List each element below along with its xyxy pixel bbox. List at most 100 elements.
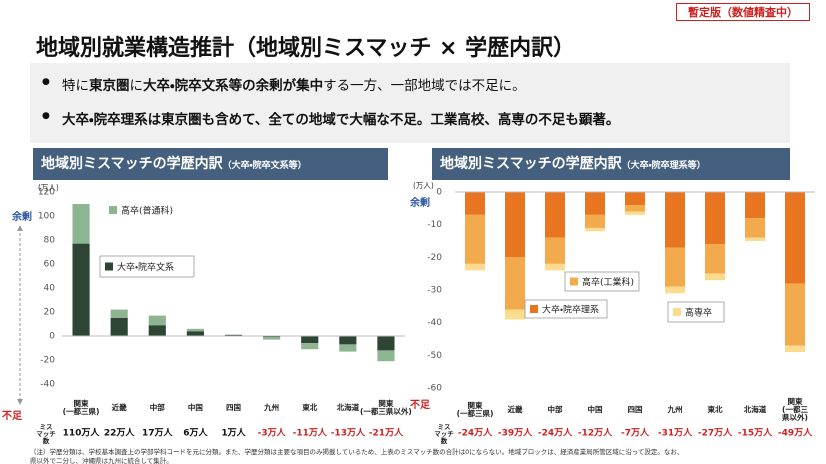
x-tick-label: 北海道 [743,405,767,415]
legend-swatch [109,206,117,214]
x-tick-label: 九州 [667,405,683,415]
bar-segment [148,325,166,336]
y-tick-label: -30 [427,286,442,296]
mismatch-value: -39万人 [497,428,533,439]
bar-segment [263,337,281,340]
mismatch-value: -11万人 [292,428,327,439]
bullet-text: 大卒・院卒理系は東京圏も含めて、全ての地域で大幅な不足。工業高校、高専の不足も顕… [62,112,619,128]
bar-segment [705,273,725,281]
bullet: 大卒・院卒理系は東京圏も含めて、全ての地域で大幅な不足。工業高校、高専の不足も顕… [42,108,619,128]
y-tick-label: -40 [427,318,442,328]
bar-segment [665,286,685,294]
bar-segment [465,263,485,271]
legend-swatch [530,305,538,313]
bar-segment [339,344,357,352]
legend-label: 高卒(工業科) [582,276,634,288]
bar-segment [339,336,357,345]
bar-segment [545,263,565,271]
bar-segment [745,218,765,238]
bar-segment [186,328,204,332]
x-tick-label: 北海道 [336,403,360,413]
bar-segment [301,343,319,350]
legend-box [564,271,640,292]
bullet: 特に東京圏に大卒・院卒文系等の余剰が集中する一方、一部地域では不足に。 [42,74,526,94]
y-tick-label: 0 [436,188,442,198]
chart-header: 地域別ミスマッチの学歴内訳（大卒・院卒文系等） [33,148,388,180]
y-tick-label: 80 [44,236,56,246]
bar-segment [224,334,243,336]
x-tick-label: 四国 [627,405,643,415]
text-run: 東京圏 [89,78,130,94]
bar-segment [465,192,485,215]
mismatch-value: -27万人 [697,428,733,439]
mismatch-value: 17万人 [142,428,173,439]
y-tick-label: -20 [427,253,442,263]
bar-segment [545,192,565,238]
chart-title: 地域別ミスマッチの学歴内訳 [41,156,223,172]
mismatch-value: -7万人 [621,428,649,439]
text-run: 大卒・院卒文系等の余剰が集中 [143,78,324,94]
bar-segment [705,192,725,245]
text-run: に [129,78,144,94]
y-tick-label: -40 [40,380,55,390]
bar-segment [263,336,281,338]
mismatch-value: -13万人 [330,428,365,439]
draft-badge: 暫定版（数値精査中） [676,3,810,21]
bar-segment [110,309,128,318]
bar-segment [110,318,128,336]
x-tick-label: 近畿 [507,405,523,415]
slide-title: 地域別就業構造推計（地域別ミスマッチ × 学歴内訳） [36,36,576,61]
y-tick-label: 40 [44,284,56,294]
bar-segment [465,214,485,264]
bullet-text: 特に東京圏に大卒・院卒文系等の余剰が集中する一方、一部地域では不足に。 [62,78,526,94]
mismatch-value: -49万人 [777,428,813,439]
y-unit: (万人) [413,181,434,190]
bar-segment [665,192,685,248]
x-tick-label: 中国 [187,403,203,413]
mismatch-value: -31万人 [657,428,693,439]
bar-segment [585,227,605,232]
bar-segment [148,315,166,326]
y-tick-label: 120 [38,188,55,198]
y-unit: (万人) [38,183,59,192]
legend-box [667,301,725,323]
y-tick-label: -60 [427,384,442,394]
chart-subtitle: （大卒・院卒理系等） [621,161,706,171]
legend-box [524,299,608,319]
shortage-label: 不足 [2,410,23,422]
bar-segment [785,345,805,353]
y-tick-label: -20 [40,356,55,366]
mismatch-value: -15万人 [737,428,773,439]
legend-swatch [105,262,113,271]
y-tick-label: 60 [44,260,56,270]
legend-label: 大卒・院卒文系 [117,261,174,273]
chart-subtitle: （大卒・院卒文系等） [222,161,307,171]
mismatch-value: 22万人 [103,428,135,439]
mismatch-row-label: ミス マッチ 数 [36,422,56,445]
x-tick-label: 九州 [264,403,280,413]
text-run: 大卒・院卒理系は東京圏も含めて、全ての地域で大幅な不足。工業高校、高専の不足も顕… [62,112,620,128]
mismatch-row-label: ミス マッチ 数 [434,422,454,445]
x-tick-label: 中部 [149,403,165,413]
surplus-label: 余剰 [12,210,32,223]
mismatch-value: 110万人 [62,428,100,439]
bar-segment [625,205,645,212]
y-tick-label: 0 [49,332,55,342]
mismatch-value: -21万人 [368,428,404,439]
x-tick-label: 中国 [587,405,603,415]
bar-segment [745,192,765,219]
chart-header: 地域別ミスマッチの学歴内訳（大卒・院卒理系等） [432,148,790,180]
bar-segment [72,204,90,244]
bar-segment [505,192,525,258]
y-tick-label: -10 [427,220,442,230]
bar-segment [377,350,395,362]
footnote: （注）学歴分類は、学校基本調査上の学部学科コードを元に分類。また、学歴分類は主要… [30,448,684,456]
legend-label: 大卒・院卒理系 [542,304,599,316]
chart-title: 地域別ミスマッチの学歴内訳 [440,156,622,172]
y-tick-label: 100 [38,212,55,222]
bar-segment [745,237,765,241]
x-tick-label: 東北 [707,405,723,415]
text-run: 特に [62,78,89,94]
